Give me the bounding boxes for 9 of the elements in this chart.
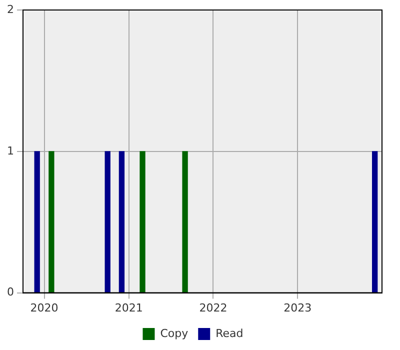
x-tick-label: 2023 [284, 301, 312, 314]
x-tick-label: 2021 [114, 301, 143, 314]
legend-label: Read [216, 326, 244, 340]
y-tick-label: 2 [7, 2, 14, 16]
y-tick-label: 0 [7, 286, 14, 299]
legend-label: Copy [160, 326, 189, 340]
x-tick-label: 2020 [30, 301, 58, 314]
y-tick-label: 1 [7, 144, 14, 158]
x-tick-label: 2022 [199, 301, 228, 314]
